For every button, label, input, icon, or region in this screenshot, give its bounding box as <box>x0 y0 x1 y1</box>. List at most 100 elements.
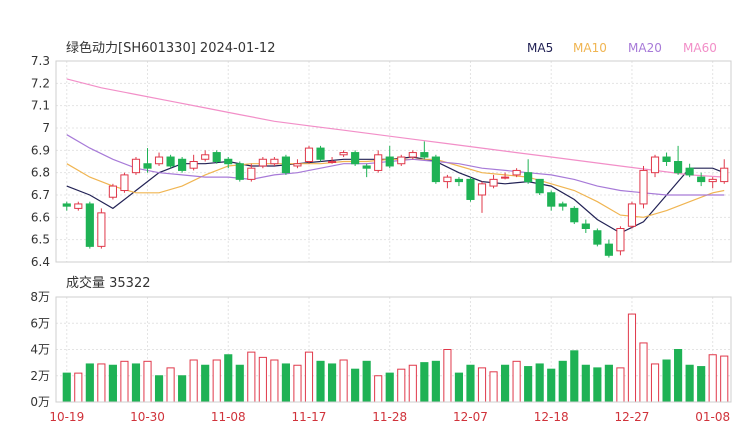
volume-bar <box>374 375 383 403</box>
volume-bar <box>385 372 394 403</box>
volume-bar <box>339 359 348 403</box>
volume-bar <box>97 363 106 403</box>
volume-bar <box>501 364 510 403</box>
volume-bar <box>720 355 729 403</box>
volume-bar <box>408 364 417 403</box>
volume-tick-label: 8万 <box>30 290 50 304</box>
candle-body <box>212 152 221 162</box>
ma-legend: MA5 MA10 MA20 MA60 <box>527 41 717 55</box>
date-tick-label: 12-27 <box>615 410 650 424</box>
candle-body <box>120 174 129 192</box>
volume-bar <box>351 368 360 403</box>
price-tick-label: 6.7 <box>31 188 50 202</box>
legend-entry: MA5 <box>527 41 553 55</box>
volume-bar <box>443 349 452 403</box>
candle-body <box>489 178 498 187</box>
volume-bar <box>178 375 187 403</box>
price-tick-label: 6.6 <box>31 210 50 224</box>
volume-bar <box>362 360 371 403</box>
candle-body <box>201 154 210 160</box>
volume-tick-label: 4万 <box>30 343 50 357</box>
ma60-line <box>66 78 725 178</box>
volume-bar <box>212 359 221 403</box>
candle-body <box>154 156 164 165</box>
price-tick-label: 7 <box>42 121 50 135</box>
volume-bar <box>466 364 475 403</box>
volume-bar <box>397 368 406 403</box>
candle-body <box>339 152 348 156</box>
volume-bar <box>512 360 521 403</box>
volume-bar <box>708 354 717 403</box>
volume-bar <box>662 359 671 403</box>
candle-body <box>62 203 71 207</box>
date-tick-label: 12-07 <box>453 410 488 424</box>
candle-body <box>258 158 267 167</box>
volume-bar <box>674 349 683 403</box>
volume-bars <box>62 313 729 403</box>
volume-plot-frame <box>55 296 732 403</box>
volume-bar <box>477 367 487 403</box>
volume-bar <box>316 360 325 403</box>
date-tick-label: 11-17 <box>292 410 327 424</box>
candlesticks <box>62 141 729 258</box>
candle-body <box>708 178 717 183</box>
price-y-axis: 7.3 7.2 7.1 7 6.9 6.8 6.7 6.6 6.5 6.4 <box>31 54 50 269</box>
candle-body <box>466 178 475 200</box>
volume-bar <box>581 364 590 403</box>
date-tick-label: 10-30 <box>130 410 165 424</box>
volume-bar <box>143 360 152 403</box>
candle-body <box>616 228 625 252</box>
volume-bar <box>627 313 637 403</box>
candle-body <box>178 158 187 171</box>
volume-bar <box>685 364 694 403</box>
candle-body <box>547 192 556 207</box>
date-tick-label: 11-08 <box>211 410 246 424</box>
candle-body <box>570 207 579 223</box>
volume-bar <box>489 371 498 403</box>
candle-body <box>97 212 106 247</box>
date-axis: 10-19 10-30 11-08 11-17 11-28 12-07 12-18 12-27… <box>49 410 730 424</box>
candle-body <box>477 183 487 196</box>
candle-body <box>397 156 406 165</box>
volume-bar <box>293 364 302 403</box>
volume-bar <box>431 360 440 403</box>
price-tick-label: 6.4 <box>31 255 50 269</box>
candle-body <box>581 223 590 230</box>
date-tick-label: 11-28 <box>372 410 407 424</box>
volume-tick-label: 0万 <box>30 395 50 409</box>
price-tick-label: 7.1 <box>31 99 50 113</box>
candle-body <box>604 243 613 256</box>
candle-body <box>304 147 314 163</box>
ma10-line <box>66 158 725 218</box>
volume-bar <box>270 359 279 403</box>
candle-body <box>166 156 175 167</box>
volume-bar <box>258 356 267 403</box>
volume-bar <box>235 364 244 403</box>
volume-bar <box>131 363 141 403</box>
price-tick-label: 6.8 <box>31 166 50 180</box>
volume-bar <box>224 354 233 403</box>
legend-entry: MA60 <box>683 41 717 55</box>
volume-bar <box>535 363 544 403</box>
price-tick-label: 6.5 <box>31 233 50 247</box>
volume-bar <box>166 367 175 403</box>
candle-body <box>524 172 533 183</box>
volume-bar <box>524 366 533 403</box>
candle-body <box>685 167 694 176</box>
candle-body <box>270 158 279 165</box>
price-chart-title: 绿色动力[SH601330] 2024-01-12 <box>66 40 275 56</box>
volume-bar <box>85 363 94 403</box>
volume-bar <box>62 372 71 403</box>
candle-body <box>224 158 233 165</box>
candle-body <box>650 156 660 174</box>
volume-tick-label: 6万 <box>30 316 50 330</box>
candle-body <box>327 161 337 163</box>
candle-body <box>281 156 290 174</box>
price-tick-label: 7.2 <box>31 76 50 90</box>
volume-bar <box>327 363 337 403</box>
volume-bar <box>281 363 290 403</box>
candle-body <box>316 147 325 160</box>
candle-body <box>189 161 198 169</box>
date-tick-label: 12-18 <box>534 410 569 424</box>
